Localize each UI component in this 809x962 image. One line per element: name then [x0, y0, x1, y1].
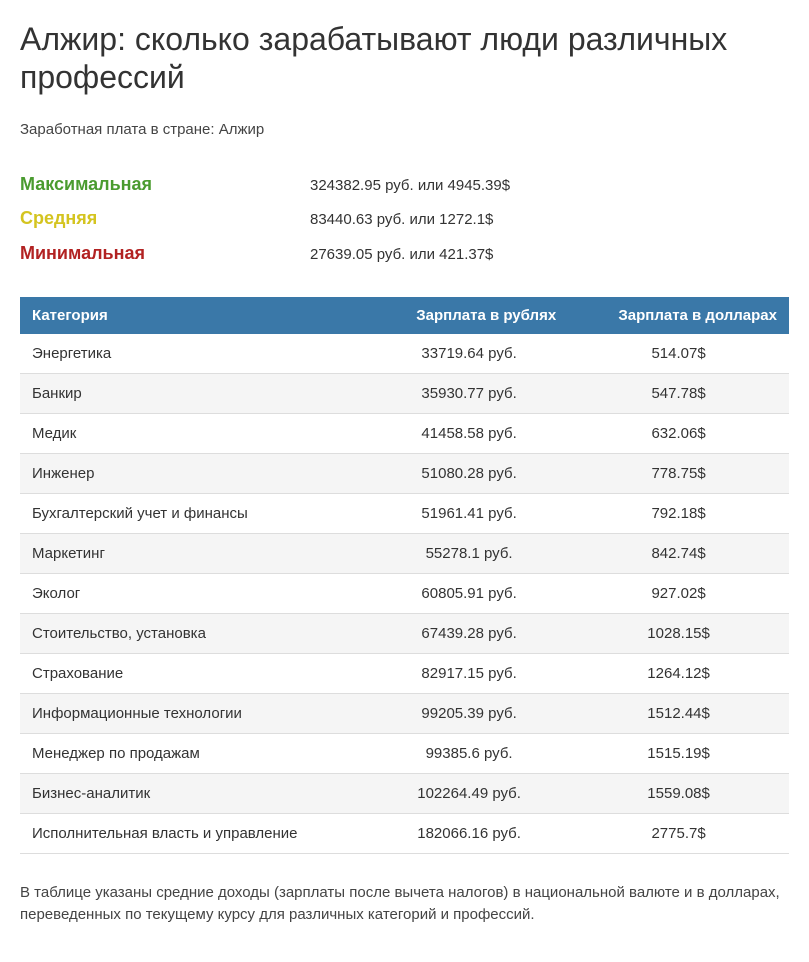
- cell-rub: 33719.64 руб.: [370, 334, 568, 374]
- cell-rub: 35930.77 руб.: [370, 373, 568, 413]
- cell-category: Маркетинг: [20, 533, 370, 573]
- cell-rub: 182066.16 руб.: [370, 813, 568, 853]
- table-row: Энергетика33719.64 руб.514.07$: [20, 334, 789, 374]
- stat-value-max: 324382.95 руб. или 4945.39$: [310, 172, 510, 199]
- stat-label-min: Минимальная: [20, 237, 310, 269]
- cell-usd: 547.78$: [568, 373, 789, 413]
- cell-category: Стоительство, установка: [20, 613, 370, 653]
- stat-value-min: 27639.05 руб. или 421.37$: [310, 241, 493, 268]
- cell-category: Исполнительная власть и управление: [20, 813, 370, 853]
- cell-category: Информационные технологии: [20, 693, 370, 733]
- cell-rub: 60805.91 руб.: [370, 573, 568, 613]
- cell-rub: 99205.39 руб.: [370, 693, 568, 733]
- table-row: Бухгалтерский учет и финансы51961.41 руб…: [20, 493, 789, 533]
- cell-category: Страхование: [20, 653, 370, 693]
- cell-usd: 842.74$: [568, 533, 789, 573]
- stat-row-min: Минимальная 27639.05 руб. или 421.37$: [20, 237, 789, 269]
- cell-rub: 51961.41 руб.: [370, 493, 568, 533]
- subtitle: Заработная плата в стране: Алжир: [20, 121, 789, 138]
- cell-rub: 67439.28 руб.: [370, 613, 568, 653]
- footnote: В таблице указаны средние доходы (зарпла…: [20, 882, 789, 927]
- stat-label-max: Максимальная: [20, 168, 310, 200]
- cell-category: Эколог: [20, 573, 370, 613]
- cell-rub: 41458.58 руб.: [370, 413, 568, 453]
- cell-usd: 778.75$: [568, 453, 789, 493]
- table-row: Исполнительная власть и управление182066…: [20, 813, 789, 853]
- cell-usd: 1028.15$: [568, 613, 789, 653]
- cell-usd: 2775.7$: [568, 813, 789, 853]
- cell-rub: 55278.1 руб.: [370, 533, 568, 573]
- table-row: Банкир35930.77 руб.547.78$: [20, 373, 789, 413]
- cell-category: Медик: [20, 413, 370, 453]
- cell-category: Менеджер по продажам: [20, 733, 370, 773]
- cell-usd: 514.07$: [568, 334, 789, 374]
- page-title: Алжир: сколько зарабатывают люди различн…: [20, 20, 789, 97]
- col-category: Категория: [20, 297, 370, 334]
- cell-usd: 1515.19$: [568, 733, 789, 773]
- cell-category: Банкир: [20, 373, 370, 413]
- cell-usd: 632.06$: [568, 413, 789, 453]
- stat-value-avg: 83440.63 руб. или 1272.1$: [310, 206, 493, 233]
- cell-usd: 1512.44$: [568, 693, 789, 733]
- table-row: Медик41458.58 руб.632.06$: [20, 413, 789, 453]
- table-row: Инженер51080.28 руб.778.75$: [20, 453, 789, 493]
- salary-stats: Максимальная 324382.95 руб. или 4945.39$…: [20, 168, 789, 269]
- table-row: Страхование82917.15 руб.1264.12$: [20, 653, 789, 693]
- table-row: Менеджер по продажам99385.6 руб.1515.19$: [20, 733, 789, 773]
- table-row: Стоительство, установка67439.28 руб.1028…: [20, 613, 789, 653]
- cell-usd: 1264.12$: [568, 653, 789, 693]
- cell-category: Инженер: [20, 453, 370, 493]
- col-rub: Зарплата в рублях: [370, 297, 568, 334]
- stat-row-avg: Средняя 83440.63 руб. или 1272.1$: [20, 202, 789, 234]
- table-row: Информационные технологии99205.39 руб.15…: [20, 693, 789, 733]
- table-row: Маркетинг55278.1 руб.842.74$: [20, 533, 789, 573]
- col-usd: Зарплата в долларах: [568, 297, 789, 334]
- cell-rub: 82917.15 руб.: [370, 653, 568, 693]
- table-header-row: Категория Зарплата в рублях Зарплата в д…: [20, 297, 789, 334]
- cell-rub: 51080.28 руб.: [370, 453, 568, 493]
- cell-category: Бизнес-аналитик: [20, 773, 370, 813]
- cell-rub: 99385.6 руб.: [370, 733, 568, 773]
- cell-category: Бухгалтерский учет и финансы: [20, 493, 370, 533]
- salary-table: Категория Зарплата в рублях Зарплата в д…: [20, 297, 789, 854]
- cell-rub: 102264.49 руб.: [370, 773, 568, 813]
- cell-usd: 1559.08$: [568, 773, 789, 813]
- stat-row-max: Максимальная 324382.95 руб. или 4945.39$: [20, 168, 789, 200]
- cell-usd: 927.02$: [568, 573, 789, 613]
- table-row: Бизнес-аналитик102264.49 руб.1559.08$: [20, 773, 789, 813]
- table-row: Эколог60805.91 руб.927.02$: [20, 573, 789, 613]
- cell-category: Энергетика: [20, 334, 370, 374]
- stat-label-avg: Средняя: [20, 202, 310, 234]
- cell-usd: 792.18$: [568, 493, 789, 533]
